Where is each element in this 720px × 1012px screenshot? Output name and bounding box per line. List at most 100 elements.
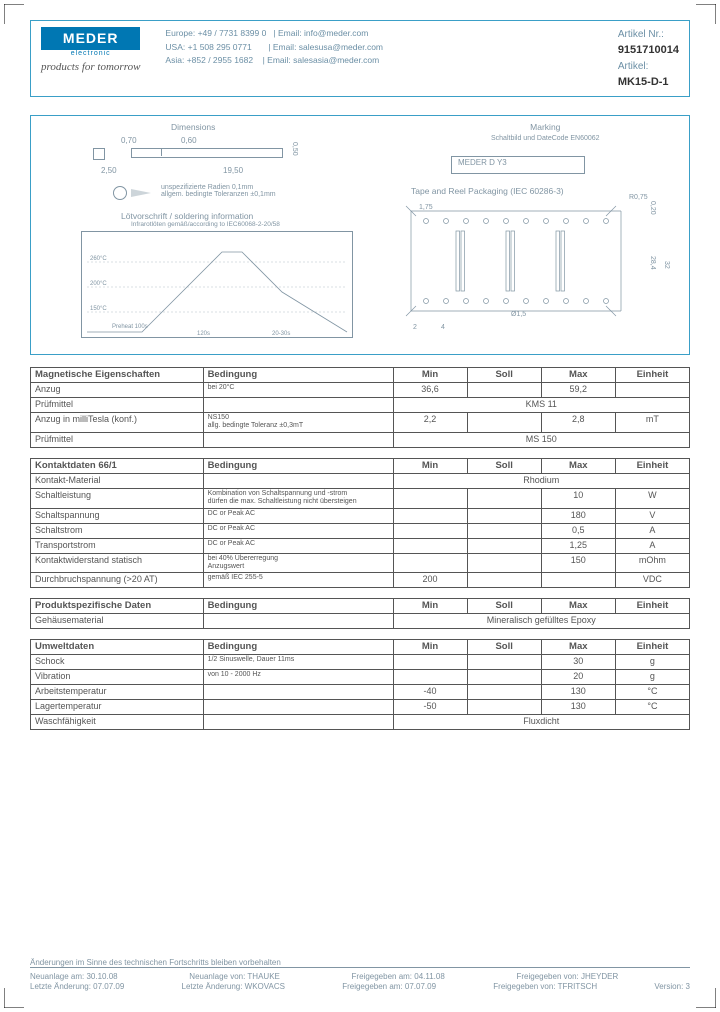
table-col: Min [393, 640, 467, 655]
footer-line [30, 967, 690, 968]
logo: MEDER [41, 27, 140, 50]
artikel-info: Artikel Nr.: 9151710014 Artikel: MK15-D-… [618, 27, 679, 90]
table-col: Bedingung [203, 458, 393, 473]
dim-c: 2,50 [101, 166, 117, 175]
table-cell: bei 20°C [203, 383, 393, 398]
table-col: Max [541, 368, 615, 383]
table-row: Lagertemperatur-50130°C [31, 700, 690, 715]
table-cell: Schaltstrom [31, 523, 204, 538]
logo-script: products for tomorrow [41, 61, 140, 73]
table-cell: -40 [393, 685, 467, 700]
table-row: PrüfmittelMS 150 [31, 432, 690, 447]
logo-text-1: MEDER [63, 30, 119, 46]
table-cell: 180 [541, 508, 615, 523]
artikel-nr-label: Artikel Nr.: [618, 27, 679, 42]
footer-item: Version: 3 [654, 982, 690, 991]
table-col: Soll [467, 458, 541, 473]
data-table: UmweltdatenBedingungMinSollMaxEinheitSch… [30, 639, 690, 730]
page: MEDER electronic products for tomorrow E… [0, 0, 720, 1012]
footer-item: Freigegeben von: JHEYDER [516, 972, 618, 981]
table-cell: gemäß IEC 255-5 [203, 573, 393, 588]
tape-d: 2 [413, 324, 417, 331]
marking-label: Marking [530, 122, 560, 132]
tape-c: 32 [663, 261, 670, 269]
table-cell [203, 432, 393, 447]
table-cell [467, 383, 541, 398]
dim-circle [113, 186, 127, 200]
table-cell: -50 [393, 700, 467, 715]
footer-item: Freigegeben am: 07.07.09 [342, 982, 436, 991]
table-col: Soll [467, 599, 541, 614]
tape-r: R0,75 [629, 194, 648, 201]
table-cell: Kombination von Schaltspannung und -stro… [203, 488, 393, 508]
table-cell: Durchbruchspannung (>20 AT) [31, 573, 204, 588]
table-cell [467, 655, 541, 670]
solder-panel: 260°C 200°C 150°C Preheat 100s 120s 20-3… [81, 231, 353, 338]
table-cell: W [615, 488, 689, 508]
table-col: Max [541, 458, 615, 473]
table-cell [393, 538, 467, 553]
table-row: Kontaktwiderstand statischbei 40% Überer… [31, 553, 690, 573]
diagram-marking-title: Marking Schaltbild und DateCode EN60062 [491, 122, 600, 142]
table-col: Max [541, 599, 615, 614]
dim-d: 19,50 [223, 166, 243, 175]
table-cell-span: MS 150 [393, 432, 690, 447]
table-cell [203, 685, 393, 700]
table-cell: Kontakt-Material [31, 473, 204, 488]
corner-tl [4, 4, 24, 24]
data-table: Magnetische EigenschaftenBedingungMinSol… [30, 367, 690, 448]
table-cell: 20 [541, 670, 615, 685]
table-cell: 200 [393, 573, 467, 588]
footer-row: Neuanlage am: 30.10.08 Neuanlage von: THA… [30, 972, 690, 981]
footer-item: Letzte Änderung: WKOVACS [182, 982, 285, 991]
table-cell: DC or Peak AC [203, 523, 393, 538]
contact-row: Europe: +49 / 7731 8399 0 | Email: info@… [165, 27, 383, 41]
table-cell: Kontaktwiderstand statisch [31, 553, 204, 573]
table-row: GehäusematerialMineralisch gefülltes Epo… [31, 614, 690, 629]
contact-phone: +49 / 7731 8399 0 [198, 28, 267, 38]
table-col: Einheit [615, 599, 689, 614]
table-cell: Anzug [31, 383, 204, 398]
tape-e: 4 [441, 324, 445, 331]
footer-item: Neuanlage von: THAUKE [189, 972, 280, 981]
logo-box: MEDER electronic products for tomorrow [41, 27, 140, 73]
table-cell: A [615, 538, 689, 553]
table-cell: VDC [615, 573, 689, 588]
table-cell: 1/2 Sinuswelle, Dauer 11ms [203, 655, 393, 670]
tape-panel [401, 201, 631, 321]
table-cell [203, 473, 393, 488]
artikel-value: MK15-D-1 [618, 74, 679, 91]
table-cell: 2,2 [393, 413, 467, 433]
table-cell [203, 715, 393, 730]
table-cell: 2,8 [541, 413, 615, 433]
diagram-solder-title: Lötvorschrift / soldering information [121, 211, 253, 221]
table-col: Einheit [615, 640, 689, 655]
table-col: Einheit [615, 368, 689, 383]
tape-f: Ø1,5 [511, 311, 526, 318]
tables-container: Magnetische EigenschaftenBedingungMinSol… [30, 367, 690, 730]
table-title: Produktspezifische Daten [31, 599, 204, 614]
table-title: Umweltdaten [31, 640, 204, 655]
corner-br [696, 988, 716, 1008]
marking-box: MEDER D Y3 [451, 156, 585, 174]
footer-item: Freigegeben von: TFRITSCH [493, 982, 597, 991]
table-col: Soll [467, 368, 541, 383]
contact-email: Email: salesusa@meder.com [273, 42, 383, 52]
table-row: Kontakt-MaterialRhodium [31, 473, 690, 488]
contacts: Europe: +49 / 7731 8399 0 | Email: info@… [165, 27, 383, 68]
table-cell: Gehäusematerial [31, 614, 204, 629]
footer-item: Neuanlage am: 30.10.08 [30, 972, 118, 981]
table-cell [467, 488, 541, 508]
table-cell [467, 700, 541, 715]
table-row: SchaltleistungKombination von Schaltspan… [31, 488, 690, 508]
table-cell: NS150allg. bedingte Toleranz ±0,3mT [203, 413, 393, 433]
table-cell: Vibration [31, 670, 204, 685]
table-col: Min [393, 458, 467, 473]
table-col: Bedingung [203, 368, 393, 383]
marking-sub: Schaltbild und DateCode EN60062 [491, 135, 600, 142]
table-row: Schock1/2 Sinuswelle, Dauer 11ms30g [31, 655, 690, 670]
table-cell: Anzug in milliTesla (konf.) [31, 413, 204, 433]
svg-text:120s: 120s [197, 331, 210, 337]
table-cell: 150 [541, 553, 615, 573]
dim-e: 0,50 [291, 142, 298, 156]
